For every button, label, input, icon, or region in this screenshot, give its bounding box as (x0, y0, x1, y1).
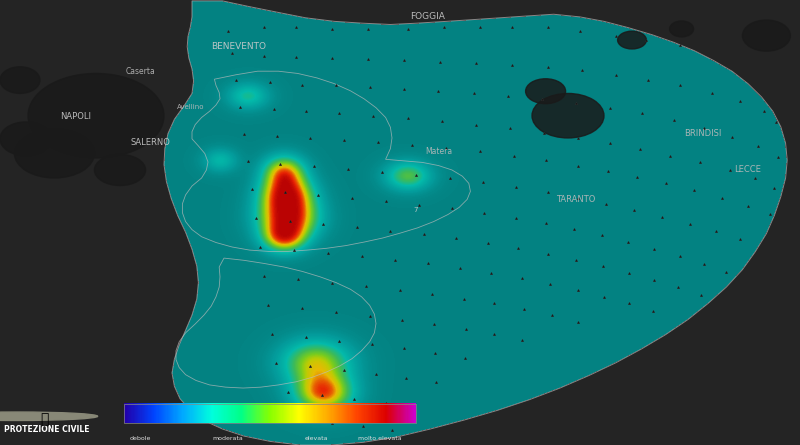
Circle shape (0, 412, 98, 421)
Ellipse shape (0, 67, 40, 93)
Text: BENEVENTO: BENEVENTO (211, 42, 266, 51)
Text: elevata: elevata (304, 436, 328, 441)
Ellipse shape (618, 31, 646, 49)
Text: Caserta: Caserta (125, 67, 155, 76)
Ellipse shape (532, 93, 604, 138)
Text: NAPOLI: NAPOLI (61, 112, 91, 121)
Ellipse shape (670, 21, 694, 37)
Text: molto elevata: molto elevata (358, 436, 402, 441)
Text: debole: debole (130, 436, 150, 441)
Bar (124, 404, 416, 423)
Text: PROTEZIONE CIVILE: PROTEZIONE CIVILE (4, 425, 90, 434)
Text: 7: 7 (414, 207, 418, 213)
Ellipse shape (28, 73, 164, 158)
Text: SALERNO: SALERNO (130, 138, 170, 147)
Text: BRINDISI: BRINDISI (684, 129, 721, 138)
Text: LECCE: LECCE (734, 165, 762, 174)
Ellipse shape (14, 129, 94, 178)
Ellipse shape (526, 79, 566, 104)
Text: FOGGIA: FOGGIA (410, 12, 446, 21)
Text: Matera: Matera (425, 147, 452, 156)
Ellipse shape (742, 20, 790, 51)
Ellipse shape (94, 154, 146, 186)
Text: Avellino: Avellino (177, 104, 204, 110)
Ellipse shape (0, 122, 51, 156)
Text: 🔥: 🔥 (40, 413, 48, 427)
Text: TARANTO: TARANTO (556, 195, 596, 204)
Text: moderata: moderata (213, 436, 243, 441)
